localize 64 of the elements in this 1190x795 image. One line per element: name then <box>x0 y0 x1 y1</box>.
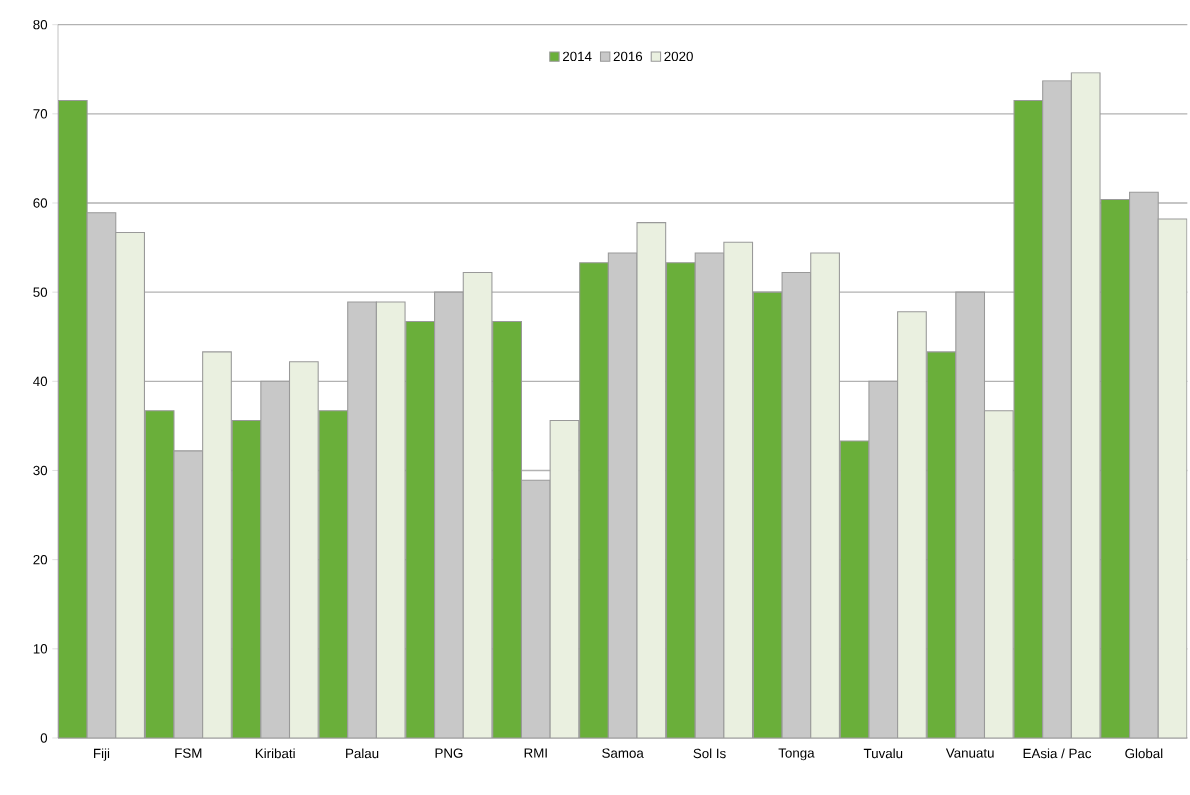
bar <box>115 231 145 738</box>
x-tick-label: Sol Is <box>693 748 726 759</box>
bar <box>897 311 927 738</box>
x-tick-label: FSM <box>175 748 202 758</box>
x-tick-label: RMI <box>524 748 547 758</box>
bar <box>86 212 117 738</box>
bar <box>58 99 88 738</box>
x-tick-label: Vanuatu <box>945 748 994 758</box>
y-tick-label: 60 <box>33 198 48 208</box>
bar <box>839 440 870 738</box>
x-tick-label: Kiribati <box>255 748 295 759</box>
y-tick-label: 80 <box>33 19 48 30</box>
bar <box>694 252 725 738</box>
x-tick-label: EAsia / Pac <box>1023 748 1092 759</box>
x-tick-label: Fiji <box>94 748 110 761</box>
bar <box>375 301 406 738</box>
x-tick-label: Global <box>1125 748 1163 759</box>
bar <box>434 291 464 738</box>
bar <box>202 351 232 738</box>
bar <box>1100 198 1131 738</box>
y-tick-label: 20 <box>33 554 48 565</box>
bar <box>260 380 291 738</box>
y-tick-label: 30 <box>33 465 48 476</box>
bar <box>666 262 696 738</box>
bar <box>607 252 638 738</box>
bar <box>520 479 551 738</box>
bar <box>926 351 957 738</box>
bar <box>579 262 609 738</box>
x-tick-label: Samoa <box>602 748 644 758</box>
y-tick-label: 70 <box>33 109 48 119</box>
bar <box>144 410 175 738</box>
bar <box>462 272 493 738</box>
bar <box>1013 99 1044 738</box>
bar <box>1042 80 1072 738</box>
y-tick-label: 0 <box>40 733 48 743</box>
bar <box>955 291 986 738</box>
legend-label: 2016 <box>613 51 643 62</box>
x-tick-label: Palau <box>346 748 379 759</box>
bar <box>636 222 667 738</box>
legend-label: 2020 <box>664 51 693 62</box>
bar <box>810 252 840 738</box>
bar <box>868 380 899 738</box>
y-tick-label: 10 <box>33 644 48 654</box>
x-tick-label: Tuvalu <box>863 748 903 759</box>
bar <box>231 420 262 738</box>
bar <box>1129 191 1159 738</box>
x-tick-label: PNG <box>435 748 463 758</box>
bar <box>318 410 349 738</box>
legend-label: 2014 <box>562 51 592 62</box>
x-tick-label: Tonga <box>778 748 815 761</box>
bar <box>405 321 436 738</box>
bar <box>752 291 783 738</box>
bar <box>549 420 580 738</box>
bar <box>173 450 204 738</box>
bar <box>1157 218 1188 738</box>
bar <box>1070 72 1101 738</box>
bar <box>347 301 377 738</box>
bar <box>492 321 523 738</box>
y-tick-label: 50 <box>33 287 48 297</box>
bar <box>723 241 754 738</box>
y-tick-label: 40 <box>33 376 48 387</box>
bar <box>983 410 1014 738</box>
bar <box>781 272 812 738</box>
bar <box>288 361 319 738</box>
